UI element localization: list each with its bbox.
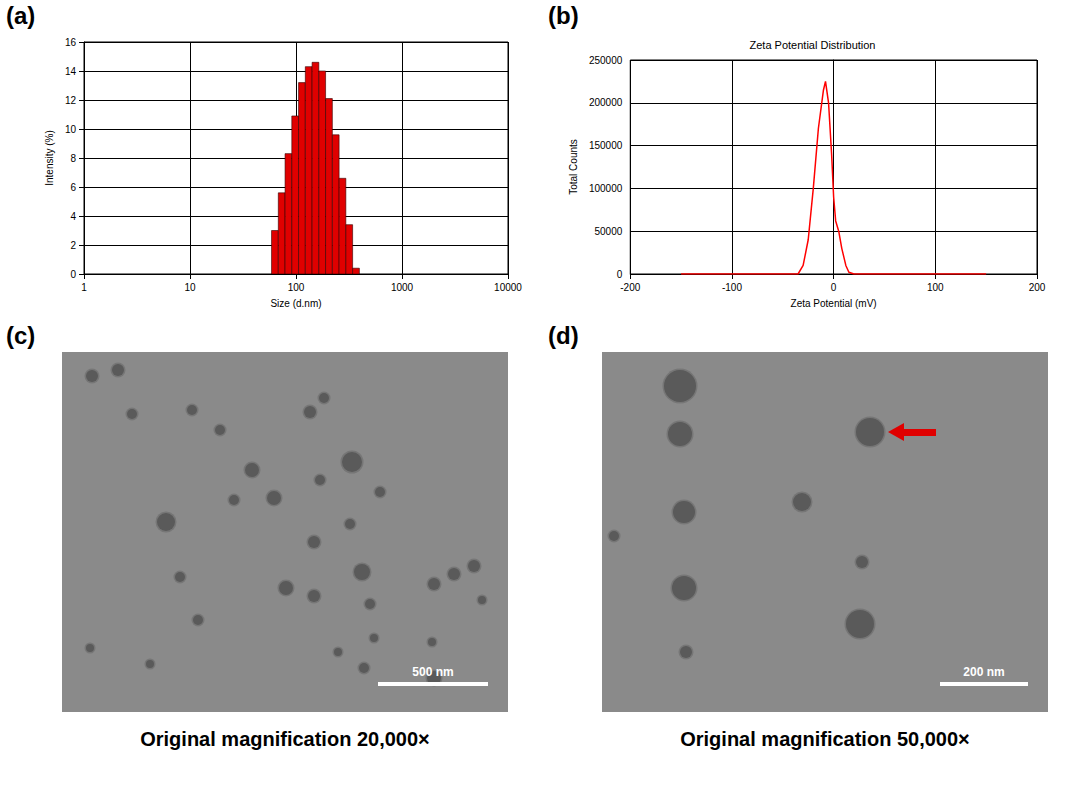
svg-text:Zeta Potential Distribution: Zeta Potential Distribution (750, 39, 876, 51)
svg-text:200: 200 (1029, 282, 1046, 293)
svg-text:150000: 150000 (589, 140, 623, 151)
svg-text:16: 16 (65, 37, 77, 48)
svg-text:8: 8 (70, 153, 76, 164)
svg-text:10: 10 (184, 282, 196, 293)
svg-text:500 nm: 500 nm (412, 665, 453, 679)
svg-text:14: 14 (65, 66, 77, 77)
svg-text:Size (d.nm): Size (d.nm) (270, 298, 321, 309)
svg-text:100000: 100000 (589, 183, 623, 194)
svg-text:Intensity (%): Intensity (%) (44, 130, 55, 186)
html-text:(d): (d) (548, 322, 579, 349)
svg-text:10000: 10000 (494, 282, 522, 293)
svg-text:0: 0 (617, 269, 623, 280)
svg-text:4: 4 (70, 211, 76, 222)
svg-text:6: 6 (70, 182, 76, 193)
svg-text:-200: -200 (620, 282, 640, 293)
svg-text:100: 100 (288, 282, 305, 293)
html-text:Original magnification 50,000×: Original magnification 50,000× (680, 728, 970, 750)
html-text:Original magnification 20,000×: Original magnification 20,000× (140, 728, 430, 750)
svg-text:10: 10 (65, 124, 77, 135)
svg-text:100: 100 (927, 282, 944, 293)
html-text:(c): (c) (6, 322, 36, 349)
svg-text:50000: 50000 (594, 226, 622, 237)
html-text:(b): (b) (548, 2, 579, 29)
svg-text:200 nm: 200 nm (963, 665, 1004, 679)
svg-text:Zeta Potential (mV): Zeta Potential (mV) (791, 298, 877, 309)
svg-text:200000: 200000 (589, 97, 623, 108)
svg-text:250000: 250000 (589, 55, 623, 66)
svg-text:1: 1 (81, 282, 87, 293)
svg-text:0: 0 (831, 282, 837, 293)
svg-text:12: 12 (65, 95, 77, 106)
svg-text:-100: -100 (722, 282, 742, 293)
svg-text:0: 0 (70, 269, 76, 280)
svg-text:1000: 1000 (391, 282, 414, 293)
svg-text:2: 2 (70, 240, 76, 251)
svg-text:Total Counts: Total Counts (568, 139, 579, 195)
html-text:(a): (a) (6, 2, 36, 29)
